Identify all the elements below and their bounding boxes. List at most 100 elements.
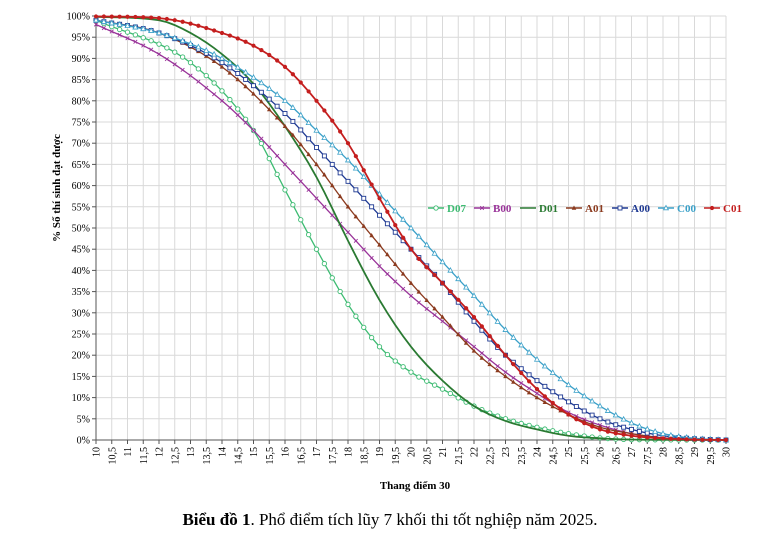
data-point-marker [211,58,217,63]
legend-label: D07 [447,203,466,215]
data-point-marker [604,407,611,413]
data-point-marker [149,15,154,20]
x-tick-label: 11,5 [139,447,150,464]
data-point-marker [385,209,390,214]
data-point-marker [495,368,500,373]
data-point-marker [282,187,288,193]
x-tick-label: 15,5 [265,447,276,465]
data-point-marker [259,99,264,104]
x-axis-ticks: 10 10,5 11 11,5 12 12,5 13 13,5 14 14,5 15 15,5 16 16… [92,440,733,465]
data-point-marker [605,419,611,425]
y-tick-label: 35% [72,287,90,298]
data-point-marker [305,119,312,126]
data-point-marker [361,324,367,331]
data-point-marker [361,223,367,228]
data-point-marker [582,421,587,426]
data-point-marker [125,14,130,19]
data-point-marker [597,427,603,432]
data-point-marker [116,26,123,33]
data-point-marker [314,196,319,201]
data-point-marker [305,232,312,238]
data-point-marker [636,428,642,434]
legend-item-c01: C01 [704,203,742,215]
data-point-marker [709,205,715,211]
x-tick-label: 23 [501,447,512,457]
data-point-marker [416,289,422,294]
data-point-marker [401,235,406,240]
data-point-marker [124,29,131,35]
x-tick-label: 21,5 [454,447,465,465]
x-tick-label: 25,5 [580,447,591,465]
data-point-marker [456,297,461,302]
y-tick-label: 80% [72,96,90,107]
x-tick-label: 17 [312,447,323,457]
data-point-marker [125,36,130,41]
data-point-marker [164,45,170,51]
data-point-marker [266,107,272,112]
data-point-marker [464,306,469,311]
data-point-marker [243,76,249,82]
data-point-marker [275,58,280,63]
data-point-marker [565,381,572,388]
data-point-marker [566,399,571,405]
data-point-marker [290,132,296,137]
data-point-marker [617,205,623,211]
data-point-marker [148,27,155,33]
data-point-marker [156,16,162,21]
data-point-marker [290,202,296,208]
data-point-marker [369,204,375,210]
data-point-marker [432,272,437,278]
data-point-marker [369,233,374,238]
data-point-marker [322,108,327,113]
data-point-marker [235,77,241,82]
x-tick-label: 13 [186,447,197,457]
legend: D07 B00 D01 A01 A00 C00 C01 [428,203,742,215]
data-point-marker [188,21,193,26]
data-point-marker [109,14,114,19]
data-point-marker [393,279,398,284]
x-tick-label: 12 [155,447,166,457]
data-point-marker [322,204,327,209]
x-tick-label: 18,5 [359,447,370,465]
data-point-marker [243,120,248,125]
data-point-marker [251,43,256,48]
data-point-marker [392,358,398,364]
data-point-marker [204,85,209,90]
data-point-marker [196,79,201,84]
data-point-marker [400,364,406,370]
data-point-marker [408,369,414,375]
data-point-marker [407,224,415,231]
data-point-marker [101,25,106,31]
data-point-marker [550,404,556,409]
data-point-marker [251,83,256,89]
data-point-marker [433,205,439,211]
data-point-marker [534,395,540,400]
data-point-marker [140,35,146,41]
y-tick-label: 100% [67,12,90,23]
data-point-marker [558,407,563,412]
data-point-marker [479,351,484,356]
data-point-marker [266,155,272,162]
data-point-marker [353,214,359,219]
data-point-marker [431,382,438,388]
data-point-marker [314,144,319,150]
data-point-marker [242,116,249,122]
data-point-marker [519,370,524,376]
data-point-marker [384,351,391,358]
y-tick-label: 45% [72,245,90,256]
data-point-marker [180,19,185,24]
data-point-marker [132,23,139,30]
data-point-marker [723,437,729,443]
data-point-marker [589,412,595,418]
x-tick-label: 12,5 [170,447,181,465]
data-point-marker [345,301,351,307]
x-tick-label: 18 [344,447,355,457]
data-point-marker [478,300,485,307]
data-point-marker [290,118,296,124]
data-point-marker [329,161,335,167]
data-point-marker [218,54,226,61]
data-point-marker [692,437,697,442]
data-point-marker [306,187,311,192]
data-point-marker [353,238,358,243]
data-point-marker [298,127,304,133]
